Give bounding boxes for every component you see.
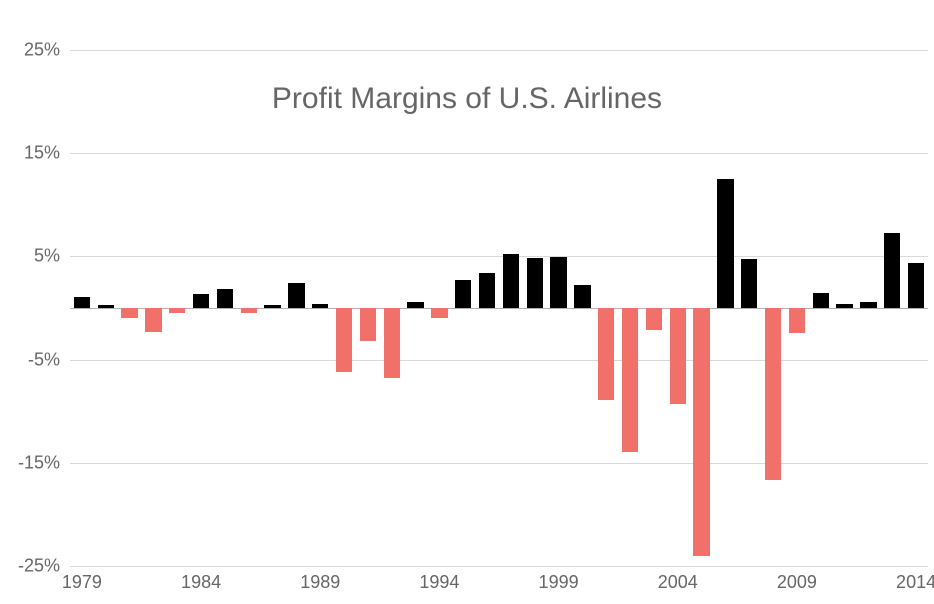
bar [598, 308, 614, 400]
bar [860, 302, 876, 308]
bar [884, 233, 900, 308]
bar [646, 308, 662, 330]
x-axis-label: 1989 [300, 572, 340, 593]
bar [479, 273, 495, 308]
bar [360, 308, 376, 341]
bar [908, 263, 924, 308]
gridline [70, 153, 928, 154]
bar [312, 304, 328, 308]
bar [384, 308, 400, 378]
bar [717, 179, 733, 308]
bar [169, 308, 185, 313]
bar [455, 280, 471, 308]
gridline [70, 256, 928, 257]
bar [74, 297, 90, 308]
bar [670, 308, 686, 404]
bar [431, 308, 447, 318]
bar [121, 308, 137, 318]
bar [98, 305, 114, 308]
x-axis-label: 1999 [539, 572, 579, 593]
gridline [70, 360, 928, 361]
bar [765, 308, 781, 480]
bar [193, 294, 209, 308]
bar [550, 257, 566, 308]
bar [693, 308, 709, 556]
x-axis-label: 2004 [658, 572, 698, 593]
bar [336, 308, 352, 372]
bar [789, 308, 805, 333]
plot-area: -25%-15%-5%5%15%25% [70, 50, 928, 566]
bar [527, 258, 543, 308]
bar [407, 302, 423, 308]
y-axis-label: 25% [12, 40, 60, 61]
gridline [70, 566, 928, 567]
y-axis-label: -25% [12, 556, 60, 577]
y-axis-label: 5% [12, 246, 60, 267]
bar [836, 304, 852, 308]
y-axis-label: 15% [12, 143, 60, 164]
x-axis-label: 2009 [777, 572, 817, 593]
bar [813, 293, 829, 308]
bar [217, 289, 233, 308]
bar [622, 308, 638, 452]
bar [503, 254, 519, 308]
y-axis-label: -15% [12, 452, 60, 473]
bar [241, 308, 257, 313]
gridline [70, 50, 928, 51]
x-axis-label: 1994 [419, 572, 459, 593]
bar [145, 308, 161, 332]
profit-margin-chart: Profit Margins of U.S. Airlines -25%-15%… [0, 0, 934, 604]
gridline [70, 463, 928, 464]
bar [264, 305, 280, 308]
y-axis-label: -5% [12, 349, 60, 370]
bar [741, 259, 757, 308]
x-axis-label: 1984 [181, 572, 221, 593]
bar [288, 283, 304, 308]
x-axis-label: 1979 [62, 572, 102, 593]
x-axis-label: 2014 [896, 572, 934, 593]
bar [574, 285, 590, 308]
